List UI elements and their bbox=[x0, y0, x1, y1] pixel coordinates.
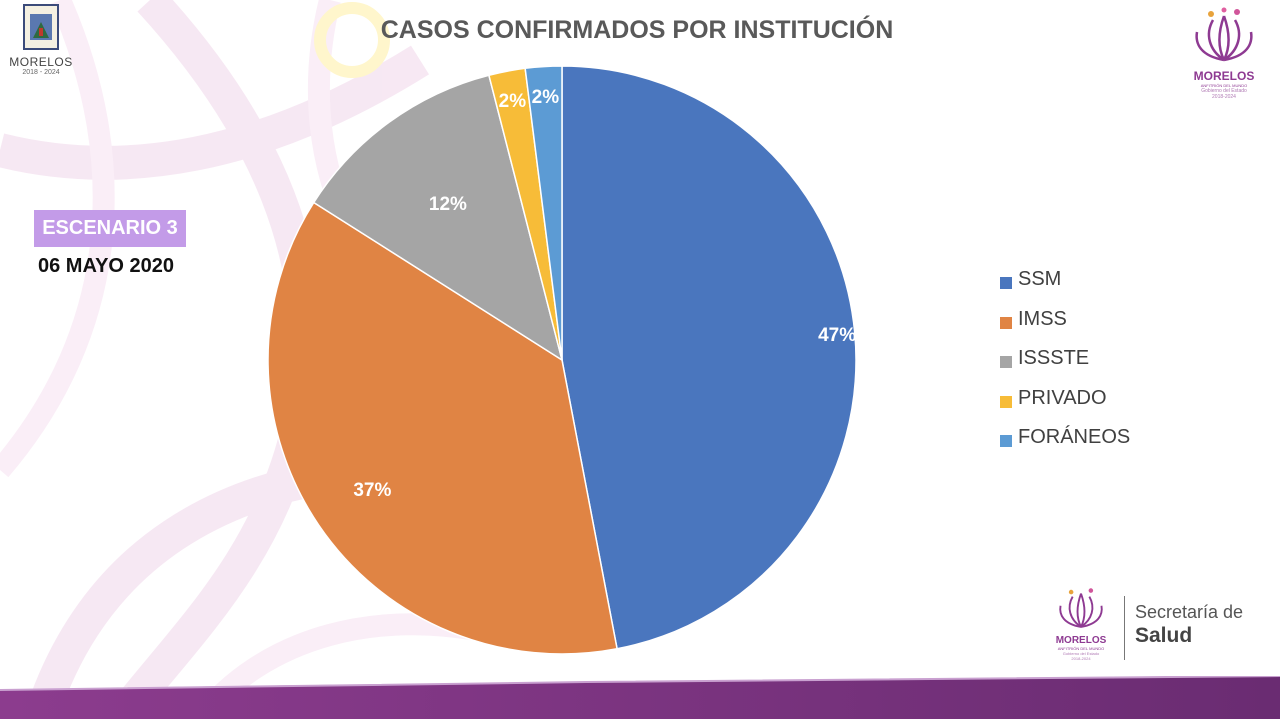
state-seal-logo: MORELOS 2018 - 2024 bbox=[8, 4, 74, 82]
slice-label-issste: 12% bbox=[429, 194, 467, 215]
brand-name: MORELOS bbox=[1193, 69, 1255, 83]
legend-label: ISSSTE bbox=[1018, 347, 1090, 369]
seal-icon bbox=[23, 4, 59, 50]
health-secretariat-logo: MORELOS ANFITRIÓN DEL MUNDO Gobierno del… bbox=[1048, 586, 1262, 666]
brand-sub: Gobierno del Estado bbox=[1201, 88, 1247, 94]
slice-label-imss: 37% bbox=[353, 480, 391, 501]
logo-divider bbox=[1124, 596, 1125, 660]
mini-brand-logo: MORELOS ANFITRIÓN DEL MUNDO Gobierno del… bbox=[1048, 586, 1114, 666]
slice-label-foráneos: 2% bbox=[532, 87, 560, 108]
brand-tagline: ANFITRIÓN DEL MUNDO bbox=[1200, 83, 1248, 88]
chart-title: CASOS CONFIRMADOS POR INSTITUCIÓN bbox=[380, 16, 894, 44]
legend-swatch bbox=[1000, 356, 1012, 368]
scenario-badge: ESCENARIO 3 bbox=[34, 210, 186, 247]
slice-label-ssm: 47% bbox=[818, 325, 856, 346]
pie-slice-ssm bbox=[561, 65, 857, 650]
legend-label: PRIVADO bbox=[1018, 386, 1107, 409]
mini-brand-years: 2018-2024 bbox=[1071, 656, 1091, 661]
slice-label-privado: 2% bbox=[499, 91, 527, 112]
lotus-icon bbox=[1195, 7, 1253, 62]
state-name: MORELOS bbox=[9, 55, 73, 69]
legend-swatch bbox=[1000, 395, 1012, 408]
legend-label: IMSS bbox=[1018, 307, 1067, 330]
brand-years: 2018-2024 bbox=[1212, 94, 1236, 100]
morelos-brand-logo: MORELOS ANFITRIÓN DEL MUNDO Gobierno del… bbox=[1186, 6, 1262, 102]
report-date: 06 MAYO 2020 bbox=[38, 255, 175, 277]
pie-slice-imss bbox=[267, 201, 618, 655]
legend-swatch bbox=[1000, 277, 1012, 289]
mini-brand-sub: Gobierno del Estado bbox=[1062, 651, 1100, 656]
legend-swatch bbox=[1000, 316, 1012, 329]
lotus-icon bbox=[1059, 588, 1103, 628]
pie-slice-foráneos bbox=[524, 65, 563, 361]
secretariat-line1: Secretaría de bbox=[1135, 602, 1244, 622]
legend-label: SSM bbox=[1018, 268, 1062, 290]
state-years: 2018 - 2024 bbox=[22, 69, 60, 76]
legend-label: FORÁNEOS bbox=[1018, 426, 1131, 448]
secretariat-line2: Salud bbox=[1135, 624, 1193, 647]
pie-slice-issste bbox=[312, 74, 564, 362]
bottom-band bbox=[0, 676, 1280, 719]
legend-swatch bbox=[1000, 435, 1012, 447]
mini-brand-name: MORELOS bbox=[1055, 635, 1107, 646]
mini-brand-tagline: ANFITRIÓN DEL MUNDO bbox=[1057, 646, 1105, 651]
